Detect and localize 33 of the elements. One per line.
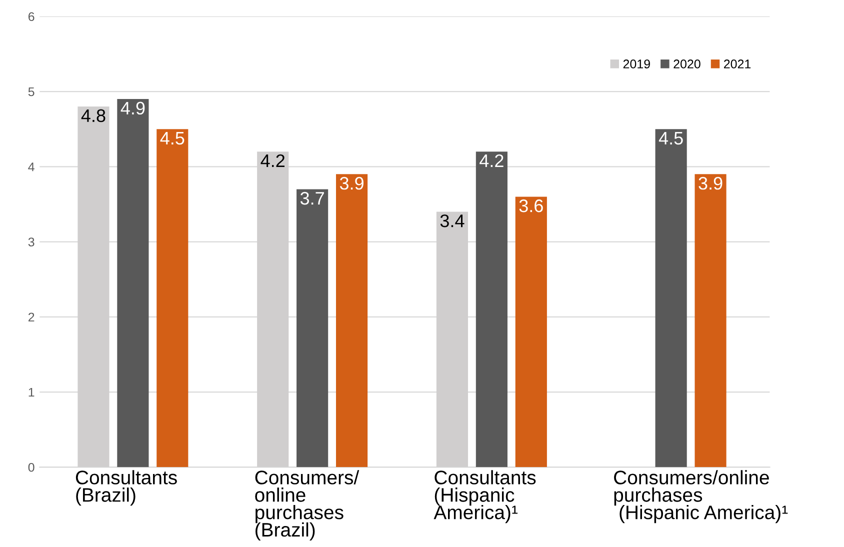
legend-label: 2020 [674,60,700,68]
data-label: 4.2 [260,154,284,167]
data-label: 4.5 [160,132,184,145]
data-label: 3.6 [519,199,543,212]
x-tick-label: Consumers/ online purchases (Brazil) [255,470,360,541]
x-tick-label: Consumers/online purchases (Hispanic America)¹ [614,470,788,524]
bar [296,189,328,468]
y-tick-label: 3 [28,238,34,246]
y-tick-label: 0 [28,462,34,472]
data-label: 3.9 [340,176,364,190]
data-label: 3.7 [300,192,324,205]
legend-label: 2019 [623,60,650,68]
y-tick-label: 6 [28,12,34,22]
x-tick-label: Consultants (Brazil) [76,470,177,506]
bar [156,129,188,468]
bar [476,152,508,468]
data-label: 3.4 [440,214,464,228]
bar [117,99,149,468]
data-label: 4.8 [81,109,106,122]
data-label: 4.5 [658,132,683,145]
y-tick-label: 5 [28,87,34,96]
legend-label: 2021 [724,60,751,68]
data-label: 4.2 [480,154,504,167]
y-tick-label: 1 [28,388,34,397]
data-label: 3.9 [698,176,722,190]
bar [336,174,368,468]
data-label: 4.9 [120,102,145,115]
x-tick-label: Consultants (Hispanic America)¹ [434,470,536,524]
y-tick-label: 2 [28,312,34,322]
bar [694,174,726,468]
bar [655,129,687,468]
y-tick-label: 4 [28,162,34,172]
bar [515,196,547,468]
